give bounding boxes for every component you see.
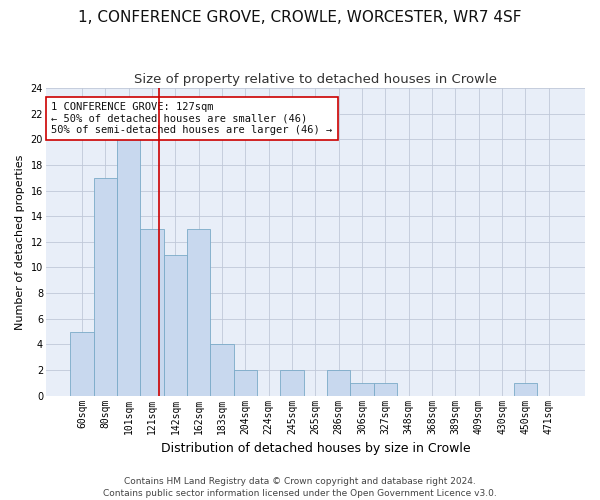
Text: 1, CONFERENCE GROVE, CROWLE, WORCESTER, WR7 4SF: 1, CONFERENCE GROVE, CROWLE, WORCESTER, … <box>78 10 522 25</box>
Bar <box>350 383 374 396</box>
Bar <box>94 178 117 396</box>
Bar <box>327 370 350 396</box>
Title: Size of property relative to detached houses in Crowle: Size of property relative to detached ho… <box>134 72 497 86</box>
Text: 1 CONFERENCE GROVE: 127sqm
← 50% of detached houses are smaller (46)
50% of semi: 1 CONFERENCE GROVE: 127sqm ← 50% of deta… <box>51 102 332 135</box>
X-axis label: Distribution of detached houses by size in Crowle: Distribution of detached houses by size … <box>161 442 470 455</box>
Bar <box>187 229 211 396</box>
Y-axis label: Number of detached properties: Number of detached properties <box>15 154 25 330</box>
Bar <box>280 370 304 396</box>
Bar <box>234 370 257 396</box>
Bar <box>164 254 187 396</box>
Bar <box>514 383 537 396</box>
Bar <box>374 383 397 396</box>
Bar <box>117 140 140 396</box>
Bar <box>211 344 234 396</box>
Text: Contains HM Land Registry data © Crown copyright and database right 2024.
Contai: Contains HM Land Registry data © Crown c… <box>103 476 497 498</box>
Bar <box>140 229 164 396</box>
Bar <box>70 332 94 396</box>
